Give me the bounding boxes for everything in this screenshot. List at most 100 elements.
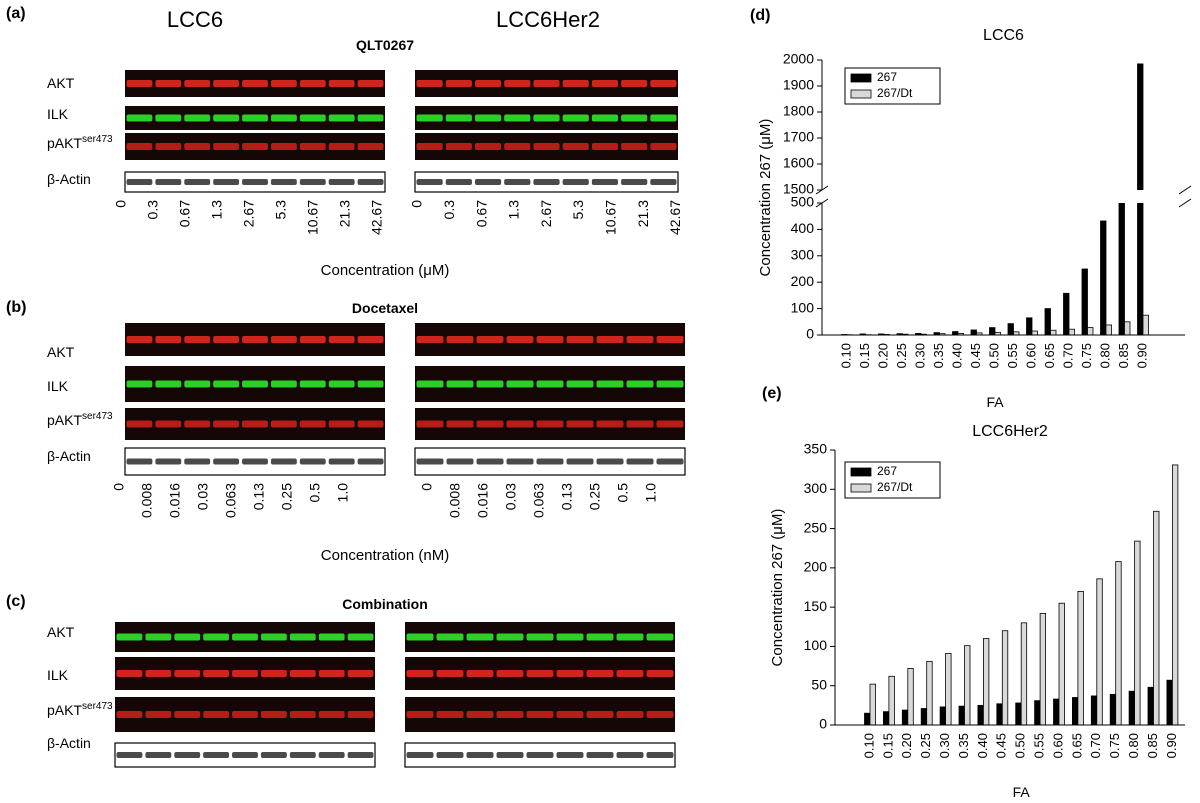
blot-band [126,336,153,343]
y-tick-label: 50 [811,676,827,692]
concentration-label: 2.67 [241,200,257,227]
blot-band [347,711,374,718]
concentration-label: 0.016 [475,483,491,518]
concentration-label: 0.063 [531,483,547,518]
blot-band [213,380,240,388]
blot-band [476,420,504,428]
x-tick-label: 0.80 [1097,343,1112,368]
x-tick-label: 0.15 [880,733,895,758]
blot-band [242,143,268,150]
blot-band [145,711,172,718]
blot-band [506,336,534,343]
blot-band [184,420,211,428]
bar [1115,561,1122,726]
legend-swatch [850,467,872,477]
blot-band [145,670,172,677]
blot-band [656,380,684,388]
blot-band [299,380,326,388]
blot-band [357,143,384,150]
bar [1034,700,1041,726]
blot-band [496,670,524,677]
bar [1001,630,1009,726]
blot-band [466,752,494,758]
blot-band [474,114,502,122]
row-superscript: ser473 [82,701,113,712]
blot-band [650,143,677,150]
blot-band [533,143,560,150]
bar [888,675,895,726]
blot-band [155,80,182,87]
x-tick-label: 0.55 [1032,733,1047,758]
legend-swatch [850,89,872,99]
blot-band [656,420,684,428]
blot-band [299,114,326,122]
blot-band [347,752,374,758]
concentration-label: 0.67 [473,200,489,227]
blot-band [656,336,684,343]
y-tick-label: 1900 [783,77,814,93]
blot-band [562,114,589,122]
bar [1109,693,1117,726]
blot-band [270,420,297,428]
row-name: AKT [47,75,75,91]
panel-label: (b) [6,299,26,316]
row-label: AKT [47,344,75,360]
x-tick-label: 0.50 [986,343,1001,368]
blot-band [155,380,182,388]
row-name: β-Actin [47,448,91,464]
blot-band [155,336,182,343]
blot-band [445,80,472,87]
blot-band [626,420,654,428]
concentration-label: 5.3 [273,200,289,220]
x-tick-label: 0.70 [1060,343,1075,368]
blot-band [466,670,494,677]
blot-band [242,114,268,122]
row-label: ILK [47,106,69,122]
y-tick-label: 1600 [783,155,814,171]
bar [1172,464,1179,726]
bar [864,712,871,726]
blot-band [126,458,153,465]
concentration-label: 5.3 [570,200,586,220]
concentration-label: 10.67 [603,200,619,235]
blot-band [270,80,297,87]
row-superscript: ser473 [82,411,113,422]
blot-band [318,752,345,758]
concentration-label: 0.3 [145,200,161,220]
concentration-label: 0.67 [177,200,193,227]
axis-break [810,190,1197,203]
blot-band [213,114,240,122]
concentration-label: 2.67 [538,200,554,227]
y-tick-label: 2000 [783,51,814,67]
blot-band [562,80,589,87]
blot-band [270,143,297,150]
blot-band [328,114,355,122]
blot-band [213,458,240,465]
blot-band [357,336,384,343]
blot-band [203,633,230,641]
blot-band [526,711,554,718]
blot-band [213,336,240,343]
blot-band [184,179,211,185]
row-label: pAKTser473 [47,134,113,151]
x-tick-label: 0.35 [956,733,971,758]
blot-band [591,143,619,150]
x-tick-label: 0.30 [937,733,952,758]
bar [952,331,959,336]
x-tick-label: 0.25 [894,343,909,368]
blot-band [357,458,384,465]
concentration-label: 0.008 [447,483,463,518]
blot-band [416,80,443,87]
bar [926,660,933,726]
blot-band [126,179,153,185]
bar [1020,622,1028,726]
blot-band [504,114,531,122]
blot-band [566,458,594,465]
blot-band [270,380,297,388]
blot-band [536,420,564,428]
concentration-label: 1.0 [643,483,659,503]
blot-band [299,336,326,343]
blot-band [270,336,297,343]
row-label: AKT [47,624,75,640]
x-tick-label: 0.65 [1042,343,1057,368]
